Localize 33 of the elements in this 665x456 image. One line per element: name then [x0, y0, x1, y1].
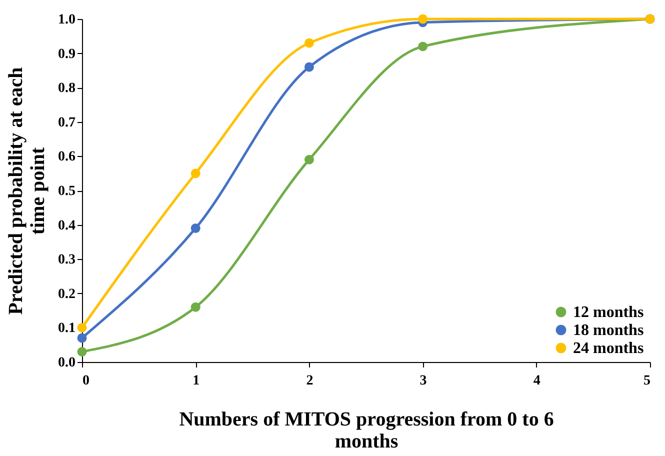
point	[418, 42, 428, 52]
x-tick-label: 5	[644, 374, 650, 388]
y-tick-label: 0.4	[58, 218, 76, 234]
y-tick-label: 0.3	[58, 252, 76, 268]
x-tick-label: 2	[306, 374, 314, 388]
y-tick-label: 0.6	[58, 150, 76, 165]
point	[190, 302, 200, 312]
y-tick-label: 1.0	[58, 12, 76, 28]
y-tick-label: 0.1	[58, 321, 76, 336]
legend-label: 18 months	[573, 322, 644, 339]
x-tick-label: 4	[533, 374, 540, 388]
y-axis-title: Predicted probability at each time point	[5, 67, 49, 315]
point	[77, 322, 87, 332]
x-tick-label: 3	[420, 374, 427, 388]
y-tick-label: 0.7	[58, 115, 76, 130]
y-tick-label: 0.2	[58, 286, 76, 302]
y-tick-label: 0.0	[58, 356, 76, 370]
point	[77, 333, 87, 343]
legend-label: 24 months	[573, 340, 644, 357]
point	[304, 62, 314, 72]
point	[190, 168, 200, 178]
y-tick-label: 0.8	[58, 81, 76, 96]
point	[418, 14, 428, 24]
point	[190, 223, 200, 233]
point	[77, 346, 87, 356]
legend-label: 12 months	[573, 304, 644, 321]
x-tick-label: 1	[192, 374, 200, 388]
point	[304, 154, 314, 164]
point	[304, 38, 314, 48]
x-tick-label: 0	[82, 374, 90, 388]
y-tick-label: 0.5	[58, 184, 76, 199]
y-tick-label: 0.9	[58, 46, 76, 62]
x-axis-title: Numbers of MITOS progression from 0 to 6 months	[179, 408, 554, 452]
